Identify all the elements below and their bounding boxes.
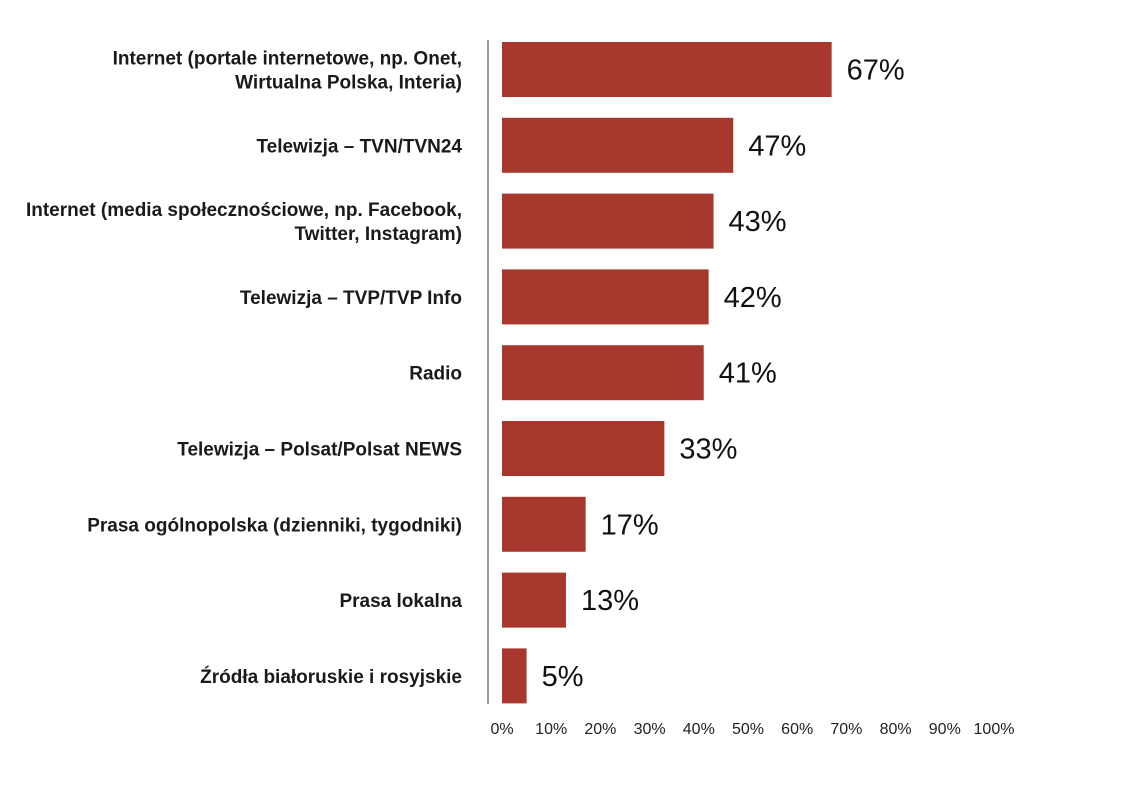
category-label: Prasa lokalna xyxy=(339,591,462,612)
bar-value-label: 5% xyxy=(542,661,584,693)
bar xyxy=(502,648,527,704)
x-tick-label: 30% xyxy=(634,721,666,738)
x-tick-label: 20% xyxy=(584,721,616,738)
x-tick-label: 10% xyxy=(535,721,567,738)
bar-value-label: 33% xyxy=(679,434,737,466)
x-tick-label: 0% xyxy=(490,721,513,738)
bars-group xyxy=(502,42,832,704)
x-tick-label: 80% xyxy=(880,721,912,738)
bar xyxy=(502,193,714,249)
x-tick-labels-group: 0% 10% 20% 30% 40% 50% 60% 70% 80% 90% 100% xyxy=(490,721,1014,738)
category-label: Telewizja – Polsat/Polsat NEWS xyxy=(177,440,462,461)
category-labels-group: Internet (portale internetowe, np. Onet,… xyxy=(26,49,462,688)
category-label: Telewizja – TVN/TVN24 xyxy=(256,136,462,157)
bar-value-label: 41% xyxy=(719,358,777,390)
bar xyxy=(502,269,709,325)
x-tick-label: 100% xyxy=(974,721,1015,738)
x-tick-label: 40% xyxy=(683,721,715,738)
category-label: Radio xyxy=(409,364,462,385)
bar-value-label: 47% xyxy=(748,130,806,162)
bar-value-label: 17% xyxy=(601,509,659,541)
x-tick-label: 60% xyxy=(781,721,813,738)
x-tick-label: 70% xyxy=(830,721,862,738)
bar-value-label: 13% xyxy=(581,585,639,617)
x-tick-label: 90% xyxy=(929,721,961,738)
bar xyxy=(502,42,832,97)
category-label: Telewizja – TVP/TVP Info xyxy=(240,288,462,309)
value-labels-group: 67% 47% 43% 42% 41% 33% 17% 13% 5% xyxy=(542,55,905,693)
category-label: Prasa ogólnopolska (dzienniki, tygodniki… xyxy=(87,515,462,536)
bar xyxy=(502,345,704,401)
bar xyxy=(502,496,586,552)
bar-value-label: 42% xyxy=(724,282,782,314)
bar xyxy=(502,421,665,476)
category-label: Internet (portale internetowe, np. Onet,… xyxy=(113,49,462,94)
category-label: Źródła białoruskie i rosyjskie xyxy=(200,666,462,688)
bar-value-label: 43% xyxy=(729,206,787,238)
bar-value-label: 67% xyxy=(847,55,905,87)
bar xyxy=(502,117,734,173)
bar xyxy=(502,572,566,628)
x-tick-label: 50% xyxy=(732,721,764,738)
category-label: Internet (media społecznościowe, np. Fac… xyxy=(26,200,462,245)
